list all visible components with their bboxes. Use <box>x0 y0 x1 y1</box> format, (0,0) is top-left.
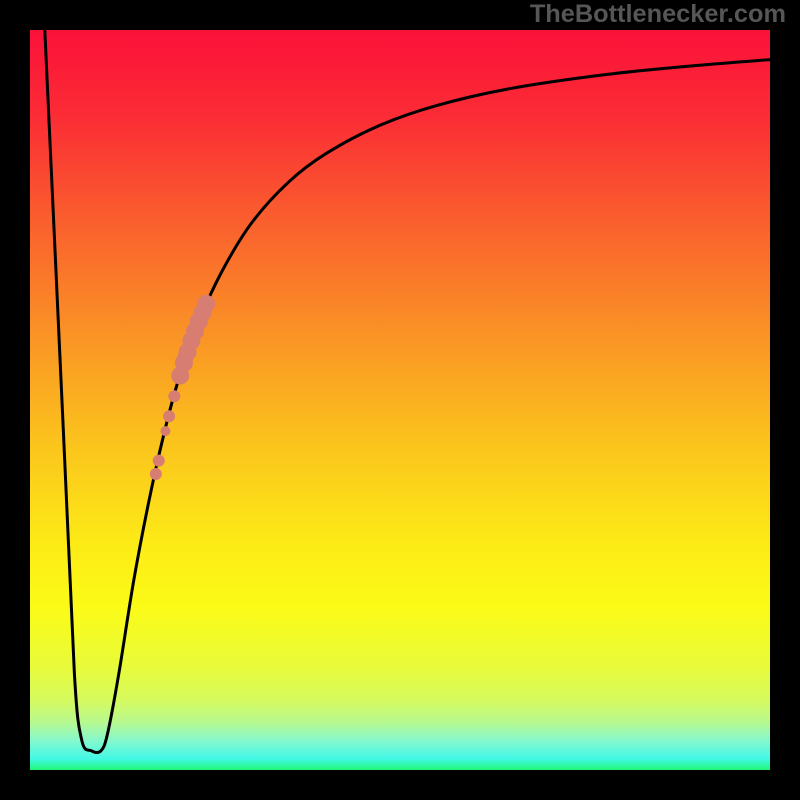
series-marker <box>168 390 180 402</box>
series-marker <box>160 426 170 436</box>
chart-frame: TheBottlenecker.com <box>0 0 800 800</box>
series-marker <box>177 349 193 365</box>
series-marker <box>197 295 215 313</box>
series-marker <box>153 455 165 467</box>
bottleneck-curve <box>45 30 770 753</box>
series-marker <box>150 468 162 480</box>
plot-area <box>30 30 770 770</box>
watermark-text: TheBottlenecker.com <box>530 0 786 29</box>
series-marker <box>163 410 175 422</box>
plot-svg <box>30 30 770 770</box>
